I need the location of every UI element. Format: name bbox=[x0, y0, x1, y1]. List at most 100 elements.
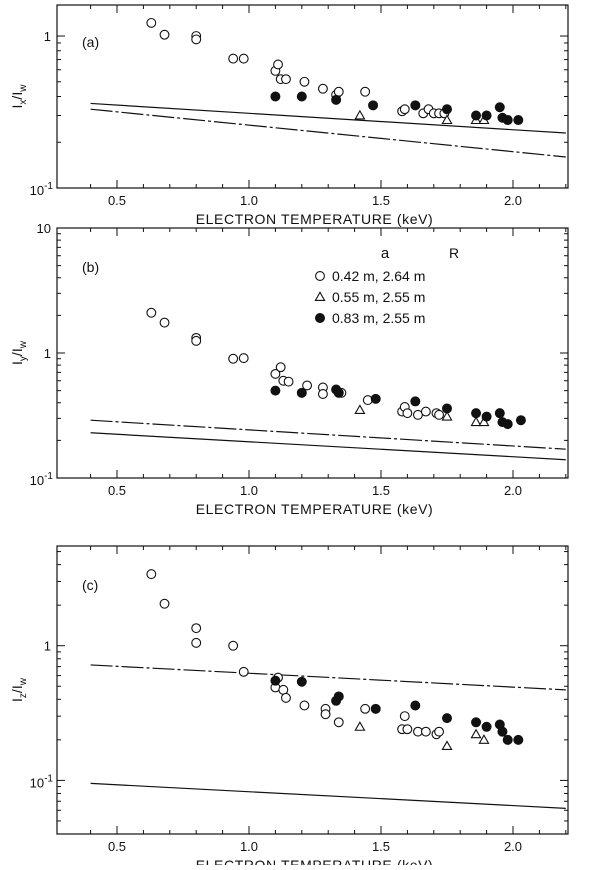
y-axis-label: Iz/Iw bbox=[9, 677, 29, 702]
legend: a R 0.42 m, 2.64 m 0.55 m, 2.55 m 0.83 m, 2.… bbox=[314, 245, 459, 326]
panel-a: 0.5 1.0 1.5 2.0 1 10-1 Ix/Iw ELECTRON TEMPERATU… bbox=[9, 4, 569, 227]
data-point-open-circle bbox=[159, 29, 170, 40]
legend-entry-label: 0.55 m, 2.55 m bbox=[332, 289, 425, 305]
data-point-open-circle bbox=[283, 376, 294, 387]
data-point-open-circle bbox=[362, 395, 373, 406]
data-point-open-circle bbox=[299, 76, 310, 87]
data-point-filled-circle bbox=[296, 676, 307, 687]
data-point-open-circle bbox=[420, 726, 431, 737]
data-point-filled-circle bbox=[333, 387, 344, 398]
data-point-filled-circle bbox=[513, 115, 524, 126]
y-axis-label: Ix/Iw bbox=[9, 84, 29, 109]
data-point-open-circle bbox=[420, 406, 431, 417]
data-point-open-triangle bbox=[441, 114, 453, 125]
data-point-filled-circle bbox=[471, 717, 482, 728]
plot-frame bbox=[56, 545, 569, 835]
data-point-filled-circle bbox=[270, 385, 281, 396]
data-point-open-circle bbox=[146, 569, 157, 580]
plot-frame bbox=[56, 227, 569, 479]
data-point-open-circle bbox=[275, 362, 286, 373]
data-point-open-circle bbox=[238, 53, 249, 64]
data-point-filled-circle bbox=[494, 102, 505, 113]
data-point-open-circle bbox=[146, 17, 157, 28]
legend-entry-label: 0.83 m, 2.55 m bbox=[332, 310, 425, 326]
data-point-open-circle bbox=[399, 711, 410, 722]
panel-c: 0.5 1.0 1.5 2.0 1 10-1 Iz/Iw ELECTRON TEMPERATU… bbox=[9, 545, 569, 870]
x-axis-label: ELECTRON TEMPERATURE (keV) bbox=[196, 211, 434, 227]
x-tick-label: 1.5 bbox=[372, 193, 390, 208]
panel-label: (b) bbox=[82, 259, 99, 275]
x-tick-label: 2.0 bbox=[504, 193, 522, 208]
data-point-open-circle bbox=[434, 726, 445, 737]
panel-label: (a) bbox=[82, 34, 99, 50]
data-point-open-circle bbox=[281, 692, 291, 703]
data-point-filled-circle bbox=[410, 396, 421, 407]
data-point-open-triangle bbox=[441, 410, 453, 421]
data-point-open-circle bbox=[228, 353, 239, 364]
y-axis-label: Iy/Iw bbox=[9, 340, 29, 365]
data-point-filled-circle bbox=[410, 100, 421, 111]
x-tick-label: 1.0 bbox=[240, 483, 258, 498]
legend-header-r: R bbox=[449, 245, 459, 261]
data-point-open-triangle bbox=[441, 740, 453, 751]
data-point-open-circle bbox=[238, 666, 249, 677]
data-point-filled-circle bbox=[441, 403, 452, 414]
data-point-filled-circle bbox=[513, 734, 524, 745]
data-point-filled-circle bbox=[410, 700, 421, 711]
y-tick-label: 1 bbox=[44, 639, 51, 654]
y-tick-label: 10 bbox=[37, 221, 51, 236]
data-point-open-circle bbox=[146, 307, 157, 318]
data-point-filled-circle bbox=[331, 94, 342, 105]
data-point-open-circle bbox=[281, 74, 291, 85]
data-point-open-circle bbox=[399, 104, 410, 115]
x-tick-label: 1.0 bbox=[240, 839, 258, 854]
data-point-filled-circle bbox=[370, 703, 381, 714]
x-tick-label: 2.0 bbox=[504, 483, 522, 498]
data-point-filled-circle bbox=[370, 393, 381, 404]
solid-line bbox=[90, 782, 566, 809]
panel-b: 0.5 1.0 1.5 2.0 10 1 10-1 Iy/Iw ELECTRON TEMPERA… bbox=[9, 221, 569, 517]
data-point-filled-circle bbox=[515, 415, 526, 426]
data-point-filled-circle bbox=[481, 721, 492, 732]
data-point-open-circle bbox=[273, 59, 283, 70]
data-point-open-circle bbox=[228, 53, 239, 64]
y-tick-label: 10-1 bbox=[30, 773, 54, 790]
data-point-open-circle bbox=[402, 408, 413, 419]
solid-line bbox=[90, 432, 566, 461]
x-tick-label: 1.5 bbox=[372, 483, 390, 498]
data-point-open-triangle bbox=[354, 721, 366, 731]
data-point-filled-circle bbox=[333, 691, 344, 702]
data-point-open-circle bbox=[333, 86, 344, 97]
data-point-open-circle bbox=[360, 703, 371, 714]
data-point-open-circle bbox=[238, 353, 249, 364]
x-tick-label: 2.0 bbox=[504, 839, 522, 854]
data-point-filled-circle bbox=[494, 408, 505, 419]
dash-dot-line bbox=[90, 108, 566, 158]
data-point-open-triangle bbox=[470, 416, 482, 427]
data-point-open-circle bbox=[191, 623, 202, 634]
data-point-open-circle bbox=[191, 637, 202, 648]
data-point-filled-circle bbox=[502, 419, 513, 430]
data-point-open-circle bbox=[159, 598, 170, 609]
data-point-filled-circle bbox=[497, 726, 508, 737]
data-point-open-triangle bbox=[354, 404, 366, 414]
legend-header-a: a bbox=[381, 245, 390, 262]
dash-dot-line bbox=[90, 419, 566, 450]
data-point-filled-circle bbox=[270, 675, 281, 686]
data-point-open-triangle bbox=[478, 734, 490, 744]
solid-line bbox=[90, 102, 566, 134]
data-point-open-circle bbox=[302, 380, 313, 391]
data-point-filled-circle bbox=[441, 104, 452, 115]
data-point-filled-circle bbox=[481, 411, 492, 422]
data-point-open-circle bbox=[191, 335, 202, 346]
data-point-filled-circle bbox=[502, 115, 513, 126]
x-tick-label: 1.5 bbox=[372, 839, 390, 854]
x-axis-label: ELECTRON TEMPERATURE (keV) bbox=[196, 501, 434, 517]
legend-marker-open-circle bbox=[315, 271, 325, 281]
x-tick-label: 0.5 bbox=[108, 193, 126, 208]
data-point-filled-circle bbox=[368, 100, 379, 111]
data-point-open-circle bbox=[434, 409, 445, 420]
data-point-open-circle bbox=[270, 368, 281, 379]
x-axis-label: ELECTRON TEMPERATURE (keV) bbox=[196, 857, 434, 865]
